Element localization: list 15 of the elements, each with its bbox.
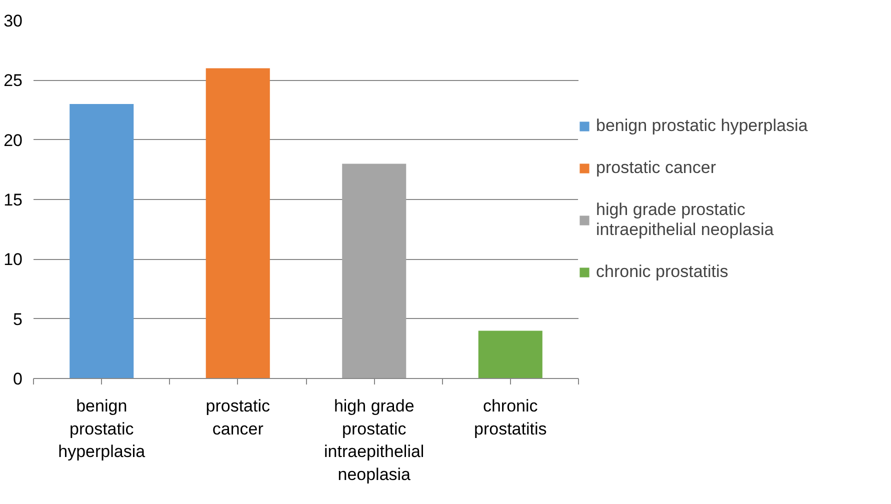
legend-label: high grade prostatic intraepithelial neoplasia bbox=[596, 200, 774, 240]
x-tick-label: prostatic cancer bbox=[206, 396, 270, 438]
y-tick-label: 25 bbox=[4, 71, 23, 90]
y-tick-label: 5 bbox=[13, 310, 23, 329]
legend-label: benign prostatic hyperplasia bbox=[596, 116, 808, 136]
legend-label: chronic prostatitis bbox=[596, 262, 728, 282]
y-tick-label: 30 bbox=[4, 12, 23, 30]
y-tick-label: 15 bbox=[4, 190, 23, 210]
x-tick-label: benign prostatic hyperplasia bbox=[58, 396, 146, 462]
x-tick-label: chronic prostatitis bbox=[474, 396, 547, 438]
y-tick-label: 10 bbox=[4, 250, 23, 270]
x-tick-label: high grade prostatic intraepithelial neoplasia bbox=[324, 396, 424, 484]
y-tick-label: 20 bbox=[4, 130, 23, 150]
legend-label: prostatic cancer bbox=[596, 158, 716, 178]
y-tick-label: 0 bbox=[13, 370, 23, 388]
